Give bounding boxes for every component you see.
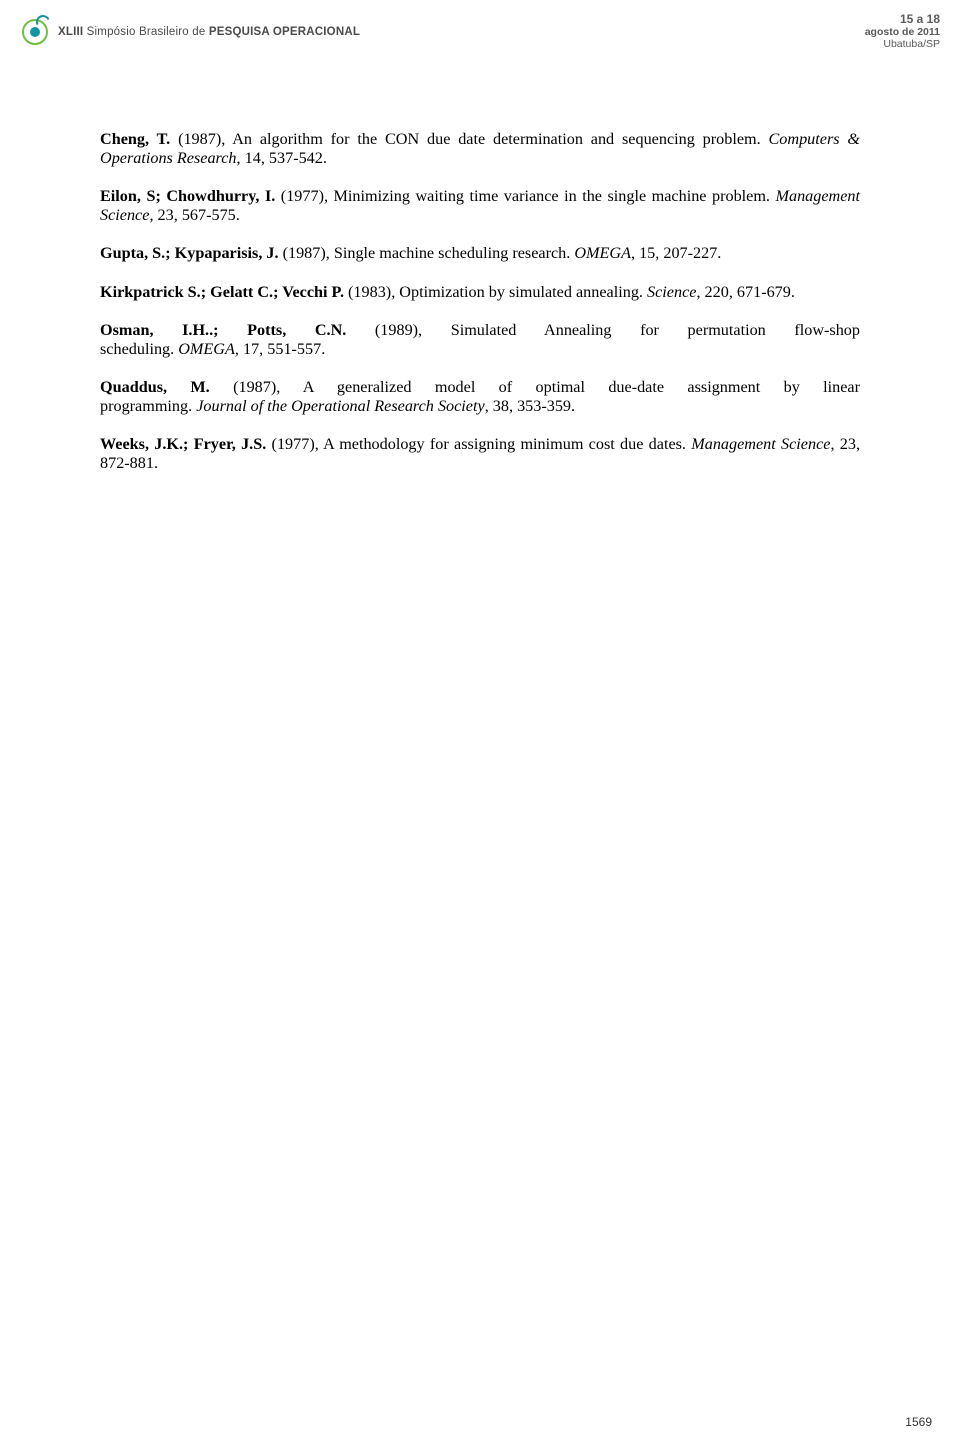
conference-name-2: PESQUISA OPERACIONAL [209, 26, 360, 38]
page-header: XLIII Simpósio Brasileiro de PESQUISA OP… [0, 0, 960, 55]
reference-item: Gupta, S.; Kypaparisis, J. (1987), Singl… [100, 244, 860, 263]
ref-journal: Science [647, 283, 696, 301]
ref-journal: Journal of the Operational Research Soci… [196, 397, 484, 415]
reference-item: Cheng, T. (1987), An algorithm for the C… [100, 130, 860, 168]
ref-authors: Eilon, S; Chowdhurry, I. [100, 187, 275, 205]
ref-body: (1989), Simulated Annealing for permutat… [346, 321, 860, 339]
ref-body: (1987), An algorithm for the CON due dat… [170, 130, 768, 148]
ref-authors: Quaddus, M. [100, 378, 210, 396]
reference-item-cont: programming. Journal of the Operational … [100, 397, 860, 416]
page-number: 1569 [905, 1415, 932, 1429]
conference-title: XLIII Simpósio Brasileiro de PESQUISA OP… [58, 26, 360, 38]
header-right: 15 a 18 agosto de 2011 Ubatuba/SP [865, 13, 940, 51]
ref-journal: OMEGA [574, 244, 631, 262]
conference-logo-icon [20, 17, 50, 47]
header-location: Ubatuba/SP [865, 38, 940, 50]
references-section: Cheng, T. (1987), An algorithm for the C… [100, 130, 860, 492]
conference-ordinal: XLIII [58, 26, 83, 38]
reference-item: Eilon, S; Chowdhurry, I. (1977), Minimiz… [100, 187, 860, 225]
ref-authors: Kirkpatrick S.; Gelatt C.; Vecchi P. [100, 283, 344, 301]
ref-authors: Weeks, J.K.; Fryer, J.S. [100, 435, 266, 453]
ref-tail: , 220, 671-679. [696, 283, 794, 301]
ref-tail: , 17, 551-557. [235, 340, 325, 358]
reference-item-cont: scheduling. OMEGA, 17, 551-557. [100, 340, 860, 359]
ref-tail: , 23, 567-575. [149, 206, 239, 224]
ref-body: scheduling. [100, 340, 178, 358]
ref-body: (1977), Minimizing waiting time variance… [275, 187, 775, 205]
reference-item: Kirkpatrick S.; Gelatt C.; Vecchi P. (19… [100, 283, 860, 302]
header-date: 15 a 18 [865, 13, 940, 27]
reference-item: Quaddus, M. (1987), A generalized model … [100, 378, 860, 397]
header-left: XLIII Simpósio Brasileiro de PESQUISA OP… [20, 17, 360, 47]
ref-tail: , 38, 353-359. [485, 397, 575, 415]
ref-authors: Osman, I.H..; Potts, C.N. [100, 321, 346, 339]
ref-body: (1987), A generalized model of optimal d… [210, 378, 860, 396]
ref-journal: OMEGA [178, 340, 235, 358]
ref-journal: Management Science [691, 435, 830, 453]
ref-tail: , 14, 537-542. [237, 149, 327, 167]
ref-body: (1987), Single machine scheduling resear… [279, 244, 575, 262]
header-month: agosto de 2011 [865, 26, 940, 38]
conference-name-1: Simpósio Brasileiro de [83, 26, 209, 38]
ref-authors: Cheng, T. [100, 130, 170, 148]
ref-body: programming. [100, 397, 196, 415]
ref-body: (1977), A methodology for assigning mini… [266, 435, 691, 453]
ref-body: (1983), Optimization by simulated anneal… [344, 283, 647, 301]
ref-tail: , 15, 207-227. [631, 244, 721, 262]
reference-item: Osman, I.H..; Potts, C.N. (1989), Simula… [100, 321, 860, 340]
reference-item: Weeks, J.K.; Fryer, J.S. (1977), A metho… [100, 435, 860, 473]
ref-authors: Gupta, S.; Kypaparisis, J. [100, 244, 279, 262]
